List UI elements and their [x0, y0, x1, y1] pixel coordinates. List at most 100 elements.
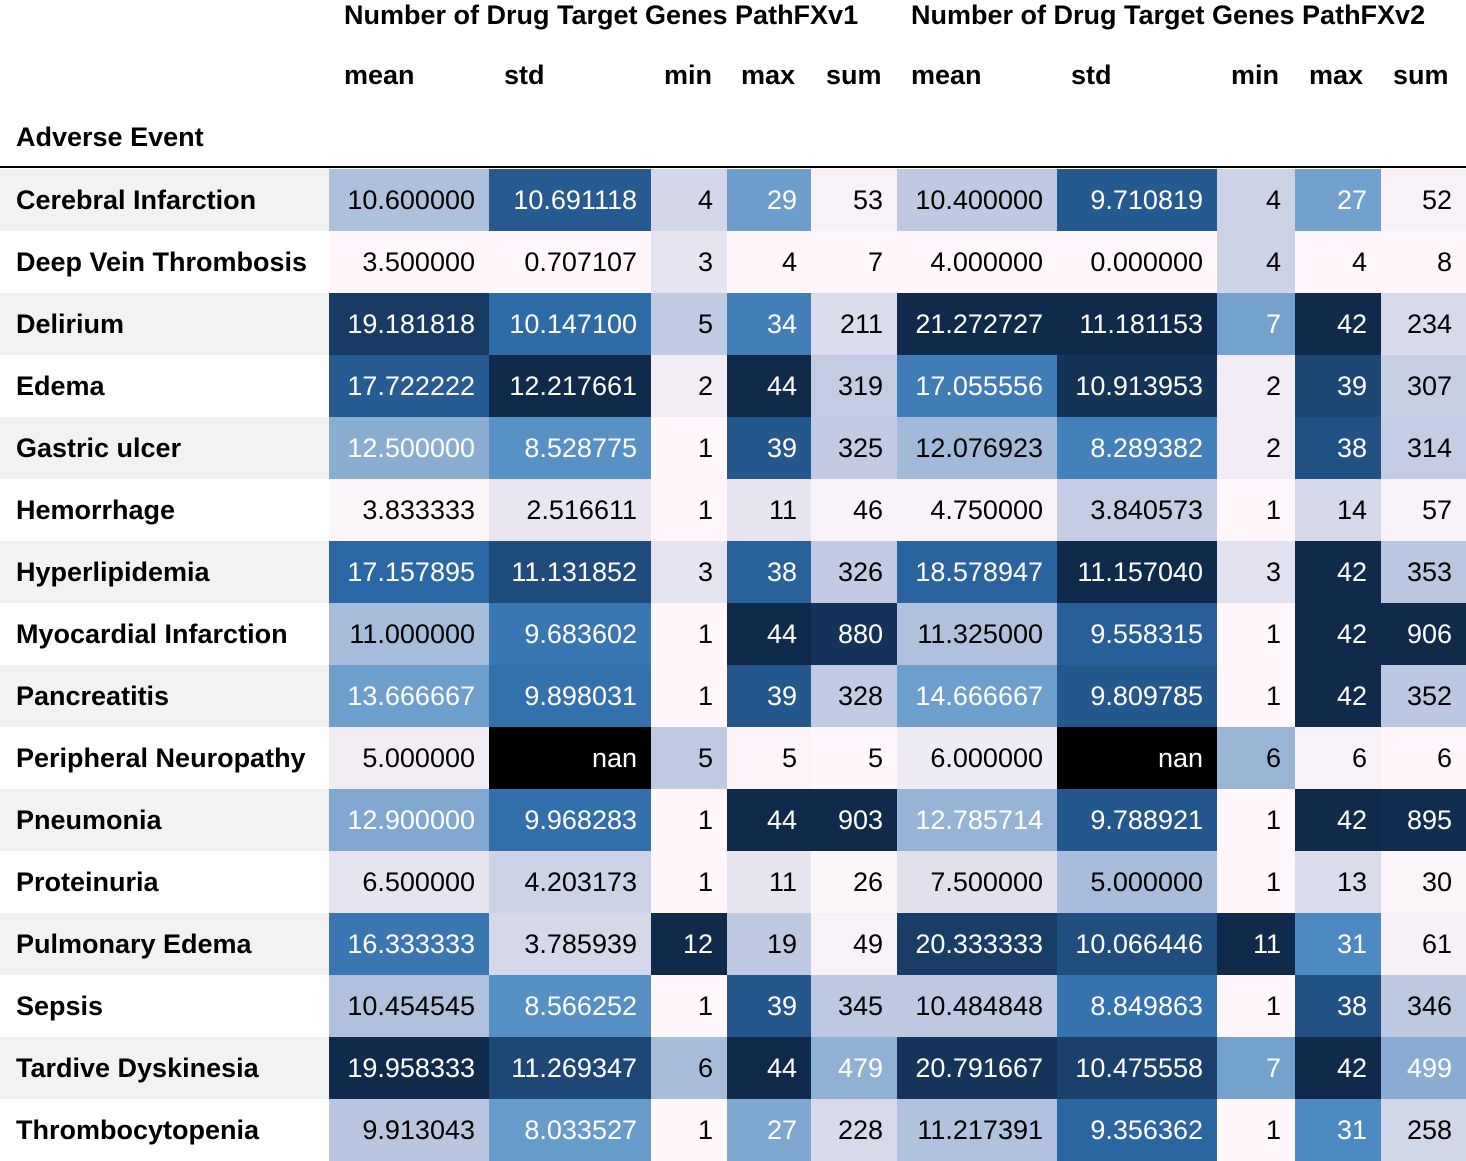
cell-v2-mean: 6.000000: [897, 727, 1057, 789]
cell-v2-sum: 61: [1381, 913, 1466, 975]
cell-v1-mean: 12.900000: [329, 789, 489, 851]
cell-v1-max: 27: [727, 1099, 811, 1161]
cell-v2-min: 1: [1217, 479, 1295, 541]
cell-v2-max: 42: [1295, 665, 1381, 727]
row-label-background: [0, 1037, 329, 1099]
cell-v1-std: 3.785939: [489, 913, 651, 975]
cell-v2-std: 9.558315: [1057, 603, 1217, 665]
cell-v1-mean: 9.913043: [329, 1099, 489, 1161]
cell-v2-mean: 11.217391: [897, 1099, 1057, 1161]
cell-v2-std: 9.356362: [1057, 1099, 1217, 1161]
cell-v1-mean: 10.600000: [329, 169, 489, 231]
row-label-background: [0, 665, 329, 727]
cell-v1-sum: 479: [811, 1037, 897, 1099]
cell-v1-mean: 13.666667: [329, 665, 489, 727]
cell-v1-min: 1: [651, 975, 727, 1037]
cell-v1-min: 1: [651, 603, 727, 665]
cell-v2-max: 31: [1295, 913, 1381, 975]
cell-v2-std: 10.475558: [1057, 1037, 1217, 1099]
row-label-background: [0, 541, 329, 603]
row-label-background: [0, 169, 329, 231]
cell-v2-max: 4: [1295, 231, 1381, 293]
col-header-v2-min: min: [1231, 60, 1280, 90]
cell-v1-max: 11: [727, 851, 811, 913]
cell-v1-max: 19: [727, 913, 811, 975]
cell-v2-sum: 906: [1381, 603, 1466, 665]
cell-v2-std: 5.000000: [1057, 851, 1217, 913]
cell-v1-max: 44: [727, 355, 811, 417]
cell-v1-std: 10.691118: [489, 169, 651, 231]
cell-v1-std: 12.217661: [489, 355, 651, 417]
cell-v2-min: 1: [1217, 975, 1295, 1037]
cell-v2-std: 11.181153: [1057, 293, 1217, 355]
cell-v2-sum: 234: [1381, 293, 1466, 355]
row-label-background: [0, 913, 329, 975]
row-label: Pneumonia: [16, 805, 162, 835]
cell-v2-mean: 17.055556: [897, 355, 1057, 417]
row-label: Proteinuria: [16, 867, 159, 897]
cell-v2-min: 1: [1217, 603, 1295, 665]
cell-v2-mean: 11.325000: [897, 603, 1057, 665]
cell-v1-min: 12: [651, 913, 727, 975]
cell-v1-max: 39: [727, 417, 811, 479]
cell-v1-sum: 53: [811, 169, 897, 231]
cell-v2-mean: 10.484848: [897, 975, 1057, 1037]
cell-v2-sum: 346: [1381, 975, 1466, 1037]
row-label-background: [0, 417, 329, 479]
cell-v1-std: 9.898031: [489, 665, 651, 727]
cell-v1-sum: 49: [811, 913, 897, 975]
cell-v1-max: 39: [727, 665, 811, 727]
cell-v1-sum: 5: [811, 727, 897, 789]
cell-v2-std: 10.066446: [1057, 913, 1217, 975]
header-rule: [0, 166, 1466, 168]
cell-v2-max: 42: [1295, 789, 1381, 851]
cell-v1-std: 0.707107: [489, 231, 651, 293]
cell-v2-min: 6: [1217, 727, 1295, 789]
cell-v1-sum: 903: [811, 789, 897, 851]
cell-v1-sum: 228: [811, 1099, 897, 1161]
col-header-v1-max: max: [741, 60, 796, 90]
cell-v2-mean: 20.791667: [897, 1037, 1057, 1099]
cell-v1-max: 38: [727, 541, 811, 603]
cell-v1-mean: 17.722222: [329, 355, 489, 417]
cell-v2-min: 4: [1217, 169, 1295, 231]
cell-v1-min: 1: [651, 789, 727, 851]
cell-v1-std: 8.528775: [489, 417, 651, 479]
cell-v1-min: 4: [651, 169, 727, 231]
cell-v2-mean: 14.666667: [897, 665, 1057, 727]
row-label-background: [0, 789, 329, 851]
cell-v2-mean: 20.333333: [897, 913, 1057, 975]
cell-v1-mean: 10.454545: [329, 975, 489, 1037]
col-header-v1-mean: mean: [344, 60, 415, 90]
cell-v2-min: 4: [1217, 231, 1295, 293]
cell-v2-max: 42: [1295, 603, 1381, 665]
row-label: Cerebral Infarction: [16, 185, 257, 215]
cell-v1-max: 29: [727, 169, 811, 231]
col-header-v2-std: std: [1071, 60, 1112, 90]
row-label: Pancreatitis: [16, 681, 170, 711]
cell-v1-std: 11.269347: [489, 1037, 651, 1099]
cell-v2-std: 9.710819: [1057, 169, 1217, 231]
cell-v1-mean: 16.333333: [329, 913, 489, 975]
cell-v1-std: nan: [489, 727, 651, 789]
col-header-v1-std: std: [504, 60, 545, 90]
row-label: Deep Vein Thrombosis: [16, 247, 308, 277]
cell-v2-sum: 258: [1381, 1099, 1466, 1161]
col-header-v2-sum: sum: [1393, 60, 1449, 90]
cell-v1-sum: 211: [811, 293, 897, 355]
cell-v2-std: 11.157040: [1057, 541, 1217, 603]
cell-v2-std: 9.809785: [1057, 665, 1217, 727]
cell-v1-sum: 7: [811, 231, 897, 293]
cell-v2-sum: 57: [1381, 479, 1466, 541]
cell-v1-max: 11: [727, 479, 811, 541]
cell-v1-min: 1: [651, 417, 727, 479]
cell-v2-mean: 7.500000: [897, 851, 1057, 913]
cell-v2-sum: 353: [1381, 541, 1466, 603]
cell-v2-sum: 499: [1381, 1037, 1466, 1099]
cell-v2-min: 7: [1217, 293, 1295, 355]
cell-v1-max: 44: [727, 789, 811, 851]
cell-v1-mean: 19.958333: [329, 1037, 489, 1099]
cell-v1-sum: 26: [811, 851, 897, 913]
row-label: Delirium: [16, 309, 125, 339]
row-label: Peripheral Neuropathy: [16, 743, 306, 773]
